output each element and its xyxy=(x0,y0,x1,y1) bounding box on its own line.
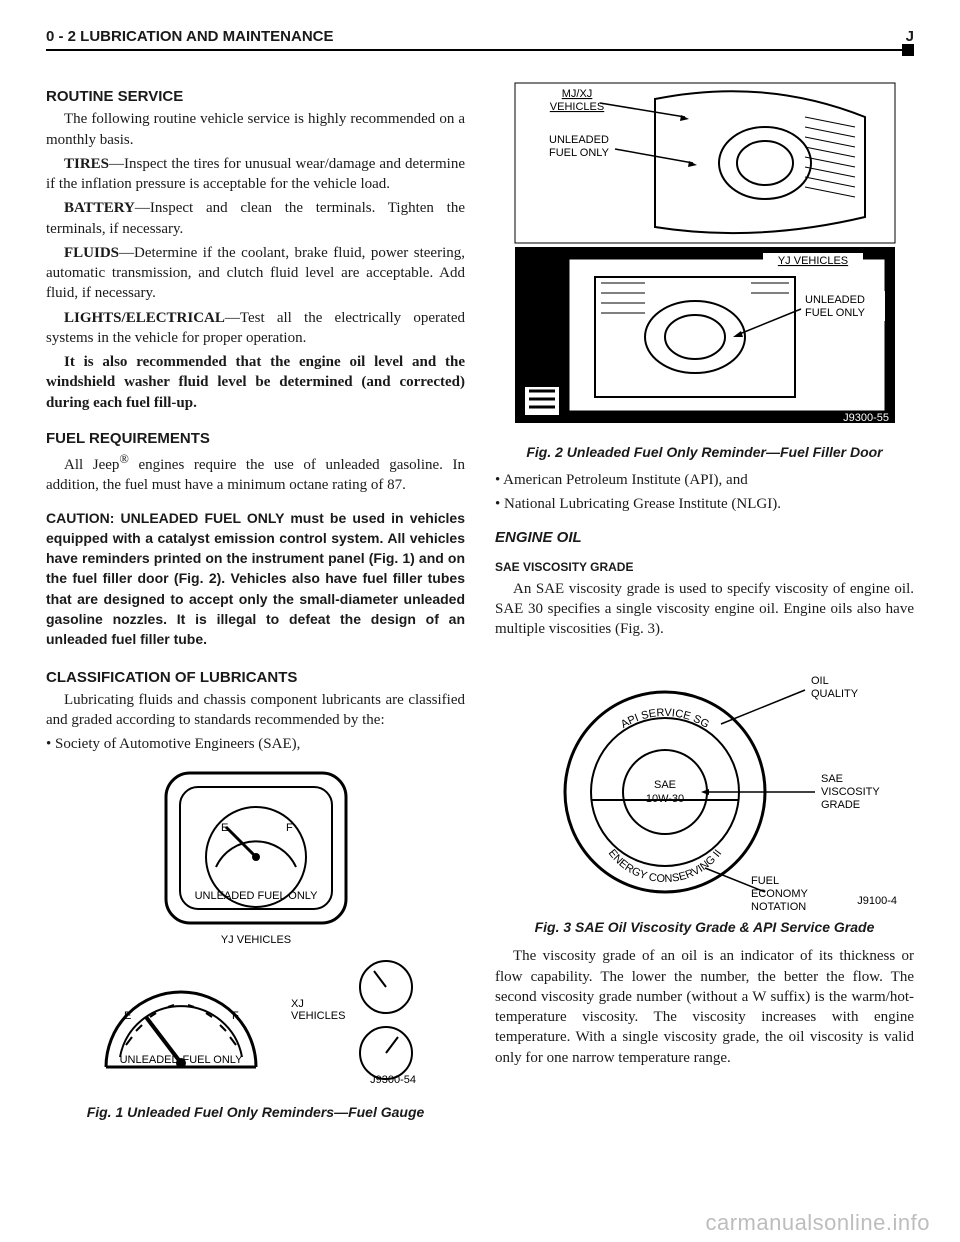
svg-text:NOTATION: NOTATION xyxy=(751,901,806,912)
header-rule xyxy=(46,49,914,51)
fuel-req-head: FUEL REQUIREMENTS xyxy=(46,429,465,449)
fig2-svg: MJ/XJ VEHICLES UNLEADED FUEL ONLY xyxy=(505,77,905,437)
svg-text:SAE: SAE xyxy=(821,773,843,785)
class-lub-head: CLASSIFICATION OF LUBRICANTS xyxy=(46,668,465,688)
svg-text:MJ/XJ: MJ/XJ xyxy=(561,88,592,100)
routine-battery: BATTERY—Inspect and clean the terminals.… xyxy=(46,198,465,239)
svg-text:J9100-4: J9100-4 xyxy=(857,895,897,907)
svg-text:YJ VEHICLES: YJ VEHICLES xyxy=(220,934,290,946)
svg-text:VEHICLES: VEHICLES xyxy=(291,1010,345,1022)
page-header: 0 - 2 LUBRICATION AND MAINTENANCE J xyxy=(46,28,914,45)
svg-text:OIL: OIL xyxy=(811,675,829,687)
fig1-svg: E F UNLEADED FUEL ONLY YJ VEHICLES E F xyxy=(76,767,436,1097)
svg-text:J9300-55: J9300-55 xyxy=(843,412,889,424)
svg-text:API SERVICE SG: API SERVICE SG xyxy=(618,706,710,730)
svg-text:F: F xyxy=(286,822,293,834)
figure-1: E F UNLEADED FUEL ONLY YJ VEHICLES E F xyxy=(46,767,465,1122)
battery-label: BATTERY xyxy=(64,200,135,216)
svg-text:XJ: XJ xyxy=(291,998,304,1010)
routine-service-head: ROUTINE SERVICE xyxy=(46,87,465,107)
fig3-caption: Fig. 3 SAE Oil Viscosity Grade & API Ser… xyxy=(495,918,914,937)
svg-text:F: F xyxy=(232,1010,239,1022)
svg-text:UNLEADED: UNLEADED xyxy=(805,294,865,306)
class-bullet-sae: • Society of Automotive Engineers (SAE), xyxy=(46,734,465,754)
bullet-api: • American Petroleum Institute (API), an… xyxy=(495,470,914,490)
visc-p1: The viscosity grade of an oil is an indi… xyxy=(495,946,914,1068)
sae-visc-head: SAE VISCOSITY GRADE xyxy=(495,559,914,575)
watermark: carmanualsonline.info xyxy=(705,1210,930,1236)
content-columns: ROUTINE SERVICE The following routine ve… xyxy=(46,77,914,1121)
left-column: ROUTINE SERVICE The following routine ve… xyxy=(46,77,465,1121)
svg-text:QUALITY: QUALITY xyxy=(811,688,859,700)
svg-text:UNLEADED FUEL ONLY: UNLEADED FUEL ONLY xyxy=(194,890,318,902)
svg-text:J9300-54: J9300-54 xyxy=(370,1074,416,1086)
right-column: MJ/XJ VEHICLES UNLEADED FUEL ONLY xyxy=(495,77,914,1121)
routine-fluids: FLUIDS—Determine if the coolant, brake f… xyxy=(46,243,465,304)
fluids-label: FLUIDS xyxy=(64,245,119,261)
svg-text:FUEL ONLY: FUEL ONLY xyxy=(549,147,610,159)
fig3-svg: API SERVICE SG ENERGY CONSERVING II SAE … xyxy=(505,652,905,912)
figure-2: MJ/XJ VEHICLES UNLEADED FUEL ONLY xyxy=(495,77,914,462)
class-p1: Lubricating fluids and chassis component… xyxy=(46,690,465,731)
caution-block: CAUTION: UNLEADED FUEL ONLY must be used… xyxy=(46,508,465,650)
routine-p1: The following routine vehicle service is… xyxy=(46,109,465,150)
figure-3: API SERVICE SG ENERGY CONSERVING II SAE … xyxy=(495,652,914,937)
fig2-caption: Fig. 2 Unleaded Fuel Only Reminder—Fuel … xyxy=(495,443,914,462)
bullet-nlgi: • National Lubricating Grease Institute … xyxy=(495,494,914,514)
svg-text:GRADE: GRADE xyxy=(821,799,860,811)
routine-lights: LIGHTS/ELECTRICAL—Test all the electrica… xyxy=(46,308,465,349)
svg-text:UNLEADED FUEL ONLY: UNLEADED FUEL ONLY xyxy=(119,1054,243,1066)
svg-text:VISCOSITY: VISCOSITY xyxy=(821,786,880,798)
svg-text:ECONOMY: ECONOMY xyxy=(751,888,809,900)
svg-text:E: E xyxy=(221,822,228,834)
engine-oil-head: ENGINE OIL xyxy=(495,528,914,548)
tires-label: TIRES xyxy=(64,156,109,172)
sae-p1: An SAE viscosity grade is used to specif… xyxy=(495,579,914,640)
fuel-p1: All Jeep® engines require the use of unl… xyxy=(46,451,465,496)
header-right: J xyxy=(906,28,914,45)
svg-text:FUEL ONLY: FUEL ONLY xyxy=(805,307,866,319)
svg-text:E: E xyxy=(124,1010,131,1022)
svg-text:10W-30: 10W-30 xyxy=(645,793,683,805)
header-left: 0 - 2 LUBRICATION AND MAINTENANCE xyxy=(46,28,334,45)
routine-p2: It is also recommended that the engine o… xyxy=(46,352,465,413)
fig1-caption: Fig. 1 Unleaded Fuel Only Reminders—Fuel… xyxy=(46,1103,465,1122)
svg-text:VEHICLES: VEHICLES xyxy=(549,101,603,113)
lights-label: LIGHTS/ELECTRICAL xyxy=(64,310,225,326)
svg-text:YJ VEHICLES: YJ VEHICLES xyxy=(777,255,847,267)
svg-text:SAE: SAE xyxy=(653,779,675,791)
svg-text:FUEL: FUEL xyxy=(751,875,779,887)
routine-tires: TIRES—Inspect the tires for unusual wear… xyxy=(46,154,465,195)
svg-text:UNLEADED: UNLEADED xyxy=(549,134,609,146)
tires-text: —Inspect the tires for unusual wear/dama… xyxy=(46,156,465,192)
